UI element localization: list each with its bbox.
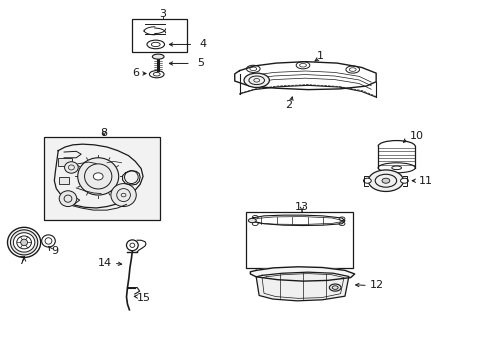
Ellipse shape [93, 173, 103, 180]
Text: 2: 2 [284, 100, 291, 110]
Ellipse shape [126, 240, 138, 251]
Text: 13: 13 [294, 202, 308, 212]
Text: 7: 7 [19, 256, 26, 266]
Ellipse shape [367, 170, 403, 192]
Text: 14: 14 [98, 258, 112, 268]
Bar [246, 212, 352, 268]
Ellipse shape [329, 284, 340, 291]
Ellipse shape [13, 233, 35, 252]
Ellipse shape [381, 178, 389, 183]
Polygon shape [256, 272, 348, 301]
Text: 10: 10 [409, 131, 424, 141]
Text: 6: 6 [132, 68, 139, 78]
Text: 12: 12 [369, 280, 384, 291]
Ellipse shape [41, 235, 55, 247]
Ellipse shape [20, 239, 27, 246]
Text: 3: 3 [159, 9, 166, 19]
Ellipse shape [59, 191, 77, 207]
Ellipse shape [10, 230, 38, 255]
Ellipse shape [152, 54, 163, 59]
Text: 4: 4 [199, 40, 206, 49]
Bar [59, 177, 69, 184]
Bar [132, 19, 186, 51]
Ellipse shape [244, 73, 269, 87]
Ellipse shape [7, 227, 41, 257]
Ellipse shape [78, 158, 119, 195]
Ellipse shape [64, 162, 78, 173]
Ellipse shape [111, 184, 136, 207]
Ellipse shape [363, 178, 370, 183]
Ellipse shape [248, 219, 256, 223]
Bar [43, 137, 159, 220]
Text: 9: 9 [51, 246, 58, 256]
Text: 1: 1 [316, 51, 323, 61]
Polygon shape [250, 267, 354, 281]
Ellipse shape [400, 178, 407, 183]
Text: 15: 15 [137, 293, 151, 303]
Text: 11: 11 [418, 176, 432, 186]
Text: 8: 8 [101, 128, 107, 138]
Bar [58, 158, 72, 166]
Text: 5: 5 [196, 58, 203, 68]
